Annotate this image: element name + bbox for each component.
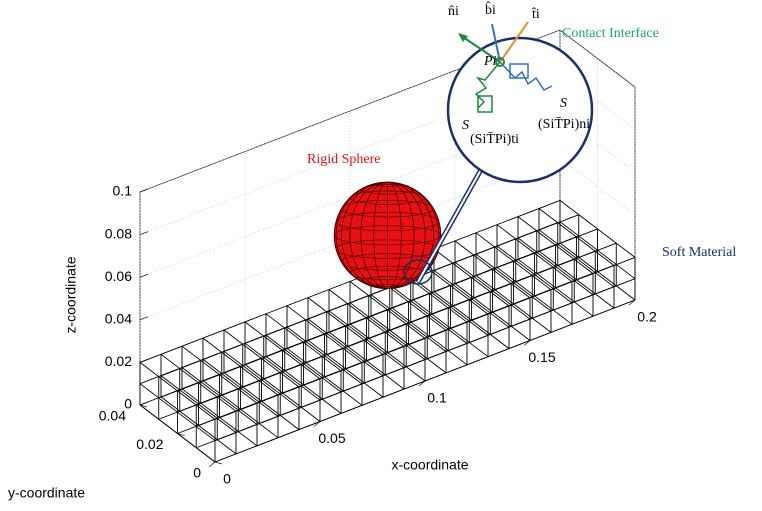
x-tick-label: 0.15 [528, 349, 555, 365]
sphere-parallel [334, 225, 441, 246]
sphere-meridian [335, 182, 440, 289]
sphere-meridian [360, 182, 415, 289]
mesh [139, 199, 636, 463]
inset-label: (SiT̄Pi)ti [470, 132, 519, 148]
tick-mark [208, 461, 216, 468]
x-tick-label: 0.1 [427, 390, 447, 406]
x-tick-label: 0 [223, 471, 231, 487]
y-tick-label: 0.02 [136, 436, 163, 452]
sphere-meridian [349, 182, 426, 289]
sphere-label: Rigid Sphere [307, 152, 381, 167]
damper-blue [509, 63, 529, 79]
y-tick-label: 0 [193, 465, 201, 481]
sphere-meridian [341, 182, 434, 289]
z-tick-label: 0.1 [113, 183, 133, 199]
inset-label: b̂i [485, 1, 496, 18]
y-tick-label: 0.04 [99, 408, 126, 424]
contact-label: Contact Interface [562, 26, 659, 41]
contact-point [495, 57, 505, 67]
z-tick-label: 0.02 [105, 353, 132, 369]
inset-circle [446, 36, 594, 184]
inset-label: Pi [483, 54, 497, 69]
inset-label: n̂i [448, 4, 459, 19]
tick-mark [139, 273, 149, 278]
z-tick-label: 0 [124, 396, 132, 412]
normal-arrow [459, 34, 501, 63]
inset-label: t̂i [531, 7, 540, 22]
sphere-meridian [373, 182, 402, 289]
z-tick-label: 0.06 [105, 268, 132, 284]
soft-label: Soft Material [662, 245, 736, 260]
sphere-group [333, 181, 442, 290]
x-tick-label: 0.2 [637, 309, 657, 325]
tick-mark [139, 316, 149, 321]
contact-spot [403, 259, 433, 285]
arrowhead [458, 33, 468, 42]
labels: x-coordinate y-coordinate z-coordinate R… [8, 26, 736, 500]
binormal-arrow [491, 23, 501, 63]
grid-line [559, 29, 636, 88]
inset-label: S [462, 118, 469, 133]
damper-green [477, 95, 493, 113]
z-axis-label: z-coordinate [63, 256, 79, 333]
z-tick-label: 0.04 [105, 311, 132, 327]
inset-label: (SiT̄Pi)ni [538, 117, 590, 133]
tick-mark [139, 231, 149, 235]
x-axis-label: x-coordinate [391, 457, 468, 473]
inset-connector [417, 149, 493, 283]
inset-label: S [560, 96, 567, 111]
inset: n̂i b̂i t̂i Pi S S (SiT̄Pi)ti (SiT̄Pi)ni [403, 1, 594, 285]
y-axis-label: y-coordinate [8, 485, 85, 501]
x-tick-label: 0.05 [318, 430, 345, 446]
tick-mark [214, 461, 223, 465]
tangent-arrow [499, 21, 529, 63]
grid-line [559, 157, 636, 216]
tick-mark [139, 188, 149, 193]
spring-green [474, 61, 501, 109]
z-tick-label: 0.08 [105, 225, 132, 241]
